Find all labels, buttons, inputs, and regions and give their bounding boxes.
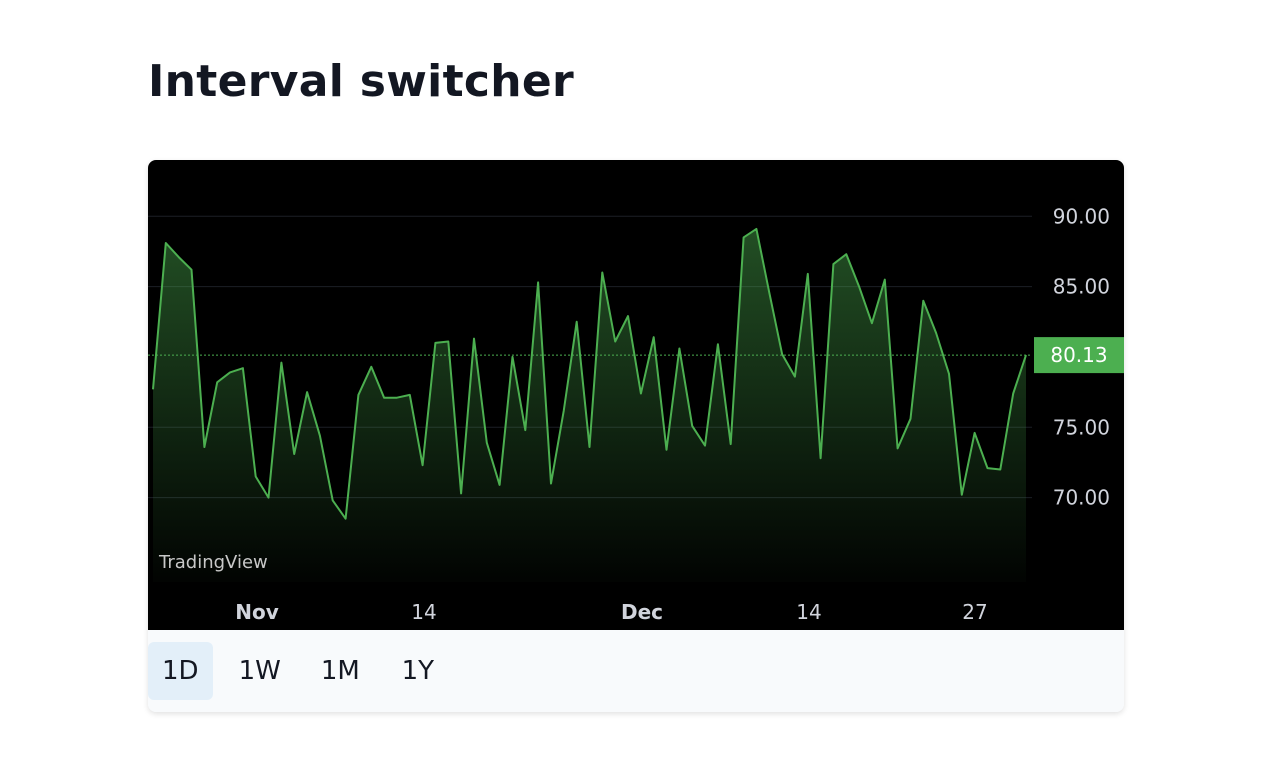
- x-tick-label: Dec: [621, 600, 663, 624]
- chart-area[interactable]: 90.00 85.00 75.00 70.00 Nov 14 Dec 14 27 80.13 …: [148, 160, 1124, 630]
- x-axis: Nov 14 Dec 14 27: [235, 600, 987, 624]
- x-tick-label: Nov: [235, 600, 279, 624]
- last-value-label: 80.13: [1050, 343, 1107, 367]
- x-tick-label: 14: [411, 600, 436, 624]
- series-area: [153, 228, 1026, 582]
- y-tick-label: 90.00: [1053, 204, 1110, 228]
- y-tick-label: 70.00: [1053, 486, 1110, 510]
- interval-button-1m[interactable]: 1M: [307, 642, 374, 700]
- series-line: [152, 227, 1027, 520]
- last-value-badge: 80.13: [1034, 337, 1124, 374]
- y-tick-label: 85.00: [1053, 275, 1110, 299]
- y-tick-label: 75.00: [1053, 415, 1110, 439]
- interval-button-1w[interactable]: 1W: [225, 642, 295, 700]
- interval-button-1y[interactable]: 1Y: [386, 642, 450, 700]
- watermark: TradingView: [158, 552, 268, 573]
- chart-widget: 90.00 85.00 75.00 70.00 Nov 14 Dec 14 27 80.13 …: [148, 160, 1124, 712]
- page-title: Interval switcher: [148, 56, 575, 107]
- x-tick-label: 27: [962, 600, 987, 624]
- interval-button-1d[interactable]: 1D: [148, 642, 213, 700]
- y-axis: 90.00 85.00 75.00 70.00: [1053, 204, 1110, 509]
- interval-switcher: 1D 1W 1M 1Y: [148, 630, 1124, 712]
- x-tick-label: 14: [796, 600, 821, 624]
